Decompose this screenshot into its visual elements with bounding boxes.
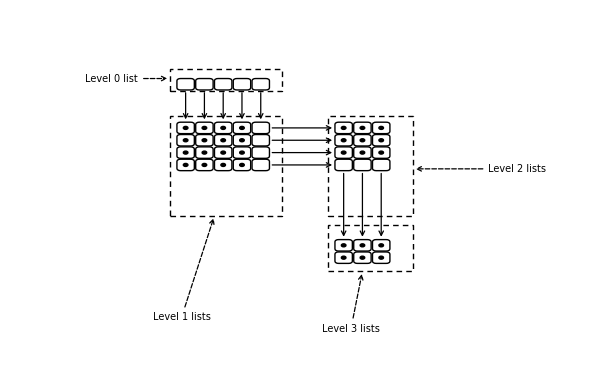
Circle shape — [379, 244, 384, 247]
FancyBboxPatch shape — [335, 252, 352, 264]
Circle shape — [379, 256, 384, 259]
Text: Level 3 lists: Level 3 lists — [322, 275, 380, 334]
Text: Level 1 lists: Level 1 lists — [152, 219, 214, 323]
Circle shape — [342, 256, 346, 259]
Circle shape — [342, 151, 346, 154]
FancyBboxPatch shape — [354, 159, 371, 170]
Circle shape — [240, 151, 244, 154]
Circle shape — [360, 139, 365, 142]
Circle shape — [202, 139, 207, 142]
Circle shape — [221, 151, 226, 154]
FancyBboxPatch shape — [196, 122, 213, 134]
FancyBboxPatch shape — [354, 252, 371, 264]
FancyBboxPatch shape — [215, 147, 232, 158]
FancyBboxPatch shape — [252, 122, 269, 134]
Circle shape — [183, 163, 188, 167]
FancyBboxPatch shape — [252, 147, 269, 158]
Circle shape — [342, 126, 346, 129]
FancyBboxPatch shape — [335, 122, 352, 134]
Text: Level 0 list: Level 0 list — [85, 74, 166, 84]
Circle shape — [202, 151, 207, 154]
Bar — [328, 116, 413, 215]
FancyBboxPatch shape — [215, 135, 232, 146]
FancyBboxPatch shape — [233, 135, 251, 146]
Circle shape — [183, 151, 188, 154]
FancyBboxPatch shape — [354, 240, 371, 251]
FancyBboxPatch shape — [335, 135, 352, 146]
FancyBboxPatch shape — [177, 135, 194, 146]
FancyBboxPatch shape — [372, 252, 390, 264]
FancyBboxPatch shape — [196, 79, 213, 90]
Circle shape — [360, 256, 365, 259]
Circle shape — [183, 126, 188, 129]
Circle shape — [379, 126, 384, 129]
Circle shape — [221, 126, 226, 129]
FancyBboxPatch shape — [335, 240, 352, 251]
FancyBboxPatch shape — [233, 147, 251, 158]
FancyBboxPatch shape — [252, 79, 269, 90]
Circle shape — [240, 139, 244, 142]
FancyBboxPatch shape — [372, 135, 390, 146]
Circle shape — [342, 244, 346, 247]
Circle shape — [221, 163, 226, 167]
FancyBboxPatch shape — [233, 159, 251, 170]
FancyBboxPatch shape — [177, 122, 194, 134]
FancyBboxPatch shape — [215, 122, 232, 134]
FancyBboxPatch shape — [215, 159, 232, 170]
Bar — [170, 116, 282, 215]
Circle shape — [202, 163, 207, 167]
FancyBboxPatch shape — [196, 147, 213, 158]
FancyBboxPatch shape — [335, 147, 352, 158]
FancyBboxPatch shape — [177, 79, 194, 90]
Bar — [170, 69, 282, 91]
FancyBboxPatch shape — [252, 135, 269, 146]
FancyBboxPatch shape — [196, 135, 213, 146]
Circle shape — [202, 126, 207, 129]
Circle shape — [360, 244, 365, 247]
Text: Level 2 lists: Level 2 lists — [417, 164, 547, 174]
Circle shape — [360, 126, 365, 129]
FancyBboxPatch shape — [215, 79, 232, 90]
FancyBboxPatch shape — [335, 159, 352, 170]
Circle shape — [240, 163, 244, 167]
Circle shape — [342, 139, 346, 142]
FancyBboxPatch shape — [372, 159, 390, 170]
Circle shape — [183, 139, 188, 142]
FancyBboxPatch shape — [372, 147, 390, 158]
FancyBboxPatch shape — [372, 122, 390, 134]
FancyBboxPatch shape — [354, 135, 371, 146]
FancyBboxPatch shape — [252, 159, 269, 170]
FancyBboxPatch shape — [372, 240, 390, 251]
FancyBboxPatch shape — [354, 147, 371, 158]
FancyBboxPatch shape — [354, 122, 371, 134]
FancyBboxPatch shape — [177, 147, 194, 158]
FancyBboxPatch shape — [233, 122, 251, 134]
Circle shape — [360, 151, 365, 154]
Circle shape — [240, 126, 244, 129]
FancyBboxPatch shape — [233, 79, 251, 90]
Circle shape — [379, 139, 384, 142]
FancyBboxPatch shape — [196, 159, 213, 170]
Circle shape — [221, 139, 226, 142]
Circle shape — [379, 151, 384, 154]
Bar — [328, 224, 413, 271]
FancyBboxPatch shape — [177, 159, 194, 170]
